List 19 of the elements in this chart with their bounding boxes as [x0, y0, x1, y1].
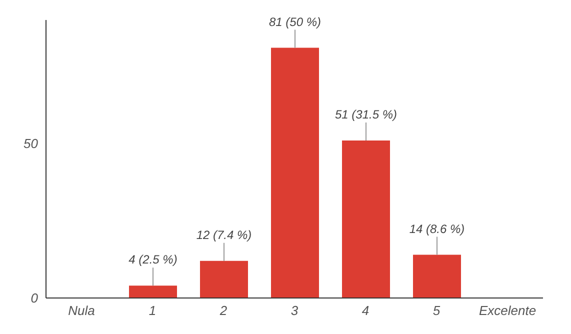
- data-label: 12 (7.4 %): [196, 228, 252, 242]
- data-label: 81 (50 %): [268, 14, 322, 29]
- data-label: 14 (8.6 %): [409, 222, 465, 236]
- bar: [271, 48, 319, 298]
- x-tick-label: 5: [432, 303, 441, 318]
- bar: [342, 140, 390, 298]
- x-tick-label: 2: [218, 303, 228, 318]
- x-tick-label: 4: [362, 303, 370, 318]
- bar: [413, 254, 461, 298]
- y-tick-label: 50: [24, 136, 39, 152]
- x-tick-label: Nula: [68, 303, 95, 318]
- y-tick-label: 0: [30, 290, 39, 306]
- bar: [129, 286, 177, 298]
- data-label: 51 (31.5 %): [334, 107, 398, 122]
- x-tick-label: 3: [290, 303, 299, 318]
- bar: [200, 260, 248, 298]
- x-tick-label: 1: [148, 303, 156, 318]
- data-label: 4 (2.5 %): [128, 252, 178, 267]
- x-tick-label: Excelente: [478, 303, 536, 318]
